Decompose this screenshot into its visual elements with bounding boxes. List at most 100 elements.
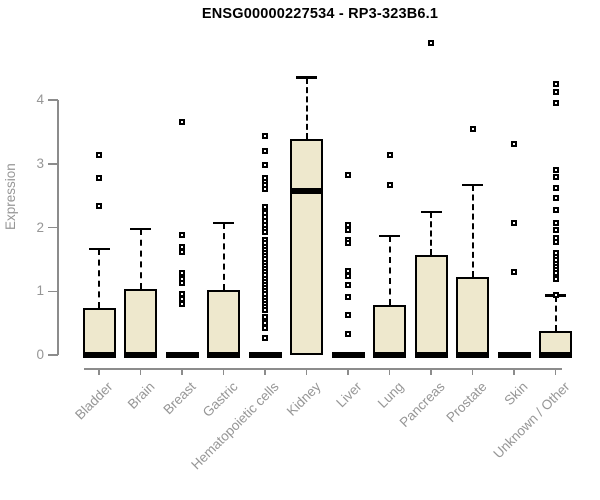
median-line [497,352,531,358]
outlier-point [345,267,351,274]
x-tick [471,368,474,375]
whisker [305,77,308,139]
whisker [554,295,557,331]
outlier-point [511,140,517,147]
outlier-point [552,270,559,277]
median-line [165,352,199,358]
whisker-cap [130,227,151,231]
outlier-point [345,272,351,279]
outlier-point [262,307,268,314]
whisker [222,223,225,290]
median-line [207,352,240,358]
y-tick [48,354,58,356]
outlier-point [552,167,559,174]
x-tick [554,368,557,375]
x-tick-label: Unknown / Other [489,379,573,462]
outlier-point [428,39,434,46]
box [207,289,240,355]
box [82,308,116,355]
outlier-point [386,151,393,158]
x-tick [98,368,100,375]
whisker-cap [213,221,234,225]
y-tick-label: 3 [36,155,44,171]
box [124,289,157,355]
x-tick [264,368,266,375]
outlier-point [96,203,102,210]
whisker-cap [88,247,110,251]
y-tick [48,290,58,292]
median-line [124,352,157,358]
median-line [539,352,572,358]
outlier-point [552,88,559,95]
y-tick-label: 1 [36,283,44,299]
outlier-point [552,81,559,88]
x-tick [430,368,432,375]
outlier-point [262,320,268,327]
median-line [373,352,406,358]
x-tick [222,368,225,375]
whisker [471,185,474,278]
outlier-point [345,311,351,318]
median-line [290,188,323,195]
y-tick-label: 4 [36,92,44,107]
outlier-point [179,301,185,307]
outlier-point [345,281,351,288]
y-tick [48,163,58,165]
median-line [82,352,116,358]
x-axis-line [84,368,562,370]
box [290,138,323,355]
y-tick-label: 0 [36,347,44,362]
x-tick [139,368,142,375]
outlier-point [262,186,268,193]
outlier-point [262,132,268,139]
outlier-point [552,184,559,191]
outlier-point [262,228,268,235]
outlier-point [469,126,476,133]
outlier-point [179,248,185,255]
box [414,254,448,355]
whisker [388,236,391,306]
outlier-point [552,173,559,180]
outlier-point [262,313,268,320]
y-tick-label: 2 [36,219,44,235]
whisker [139,229,142,290]
box [539,330,572,355]
outlier-point [345,172,351,179]
y-tick [48,226,58,229]
outlier-point [179,232,185,239]
y-tick [48,99,58,101]
whisker-cap [462,183,483,187]
outlier-point [262,148,268,154]
outlier-point [179,279,185,286]
outlier-point [262,325,268,332]
outlier-point [552,100,559,107]
outlier-point [345,221,351,228]
outlier-point [179,119,185,126]
outlier-point [552,227,559,234]
outlier-point [262,204,268,211]
x-tick [181,368,183,375]
outlier-point [552,207,559,214]
median-line [456,352,489,358]
outlier-point [345,293,351,300]
x-tick [388,368,391,375]
outlier-point [386,181,393,188]
box [373,305,406,355]
outlier-point [552,292,559,299]
outlier-point [345,330,351,337]
outlier-point [96,151,102,158]
whisker-cap [379,234,400,238]
whisker [430,212,432,255]
outlier-point [179,243,185,250]
outlier-point [511,269,517,276]
outlier-point [262,334,268,341]
chart-title: ENSG00000227534 - RP3-323B6.1 [201,6,439,22]
whisker [98,249,100,309]
x-tick [305,368,308,375]
whisker-cap [420,210,442,214]
median-line [414,352,448,358]
x-tick [513,368,515,375]
x-tick [347,368,349,375]
